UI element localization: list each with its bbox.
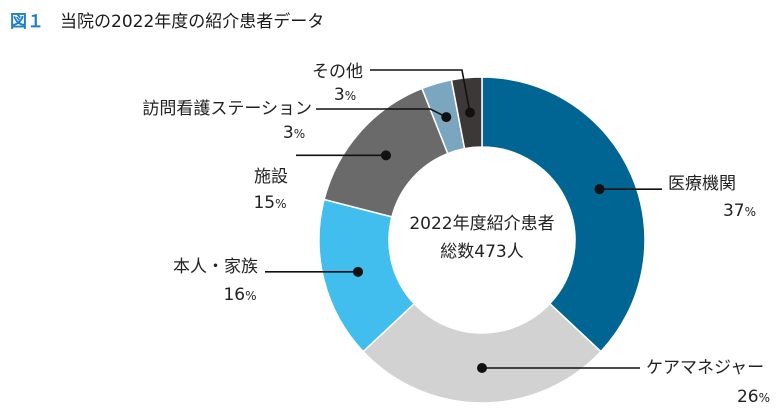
donut-slices xyxy=(318,76,646,404)
slice-value-1: 37% xyxy=(723,201,756,221)
slice-value-3: 16% xyxy=(223,285,256,305)
slice-label-3: 本人・家族 xyxy=(173,257,258,277)
leader-line-5 xyxy=(316,108,447,118)
leader-line-6 xyxy=(370,69,471,113)
slice-label-5: 訪問看護ステーション xyxy=(142,99,312,119)
slice-value-2: 26% xyxy=(737,387,770,407)
slice-2 xyxy=(362,302,602,404)
slice-label-1: 医療機関 xyxy=(668,174,736,194)
figure-title-row: 図１ 当院の2022年度の紹介患者データ xyxy=(10,4,324,34)
slice-value-4: 15% xyxy=(253,193,286,213)
slice-1 xyxy=(481,76,646,353)
center-label-line-2: 総数473人 xyxy=(440,242,523,262)
leader-lines xyxy=(265,69,662,373)
figure-title: 当院の2022年度の紹介患者データ xyxy=(60,11,325,32)
slice-labels: 医療機関 37% ケアマネジャー 26% 本人・家族 16% 施設 15% 訪問看護ステーション… xyxy=(142,62,770,407)
slice-label-2: ケアマネジャー xyxy=(646,358,764,378)
figure-label: 図１ xyxy=(10,11,44,32)
slice-label-4: 施設 xyxy=(254,167,288,187)
center-label-line-1: 2022年度紹介患者 xyxy=(409,214,554,234)
slice-value-5: 3% xyxy=(283,123,305,143)
slice-value-6: 3% xyxy=(334,85,356,105)
slice-label-6: その他 xyxy=(312,62,363,82)
